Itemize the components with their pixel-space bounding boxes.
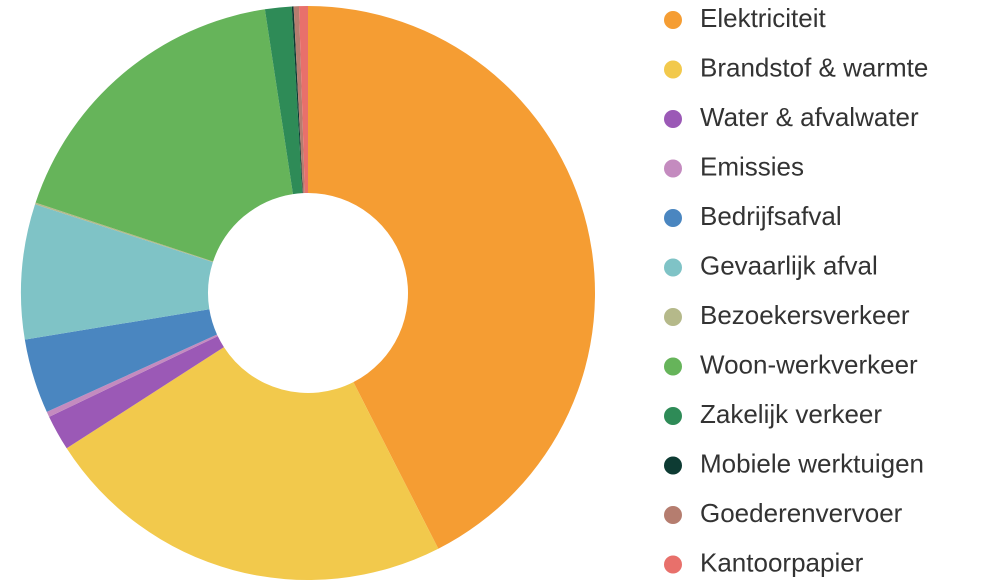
- legend-swatch: [664, 357, 682, 376]
- legend-label: Zakelijk verkeer: [700, 399, 882, 429]
- donut-slice: [308, 6, 595, 549]
- legend-swatch: [664, 308, 682, 326]
- legend-swatch: [664, 110, 682, 128]
- legend-label: Bezoekersverkeer: [700, 300, 910, 330]
- legend-label: Mobiele werktuigen: [700, 448, 924, 478]
- donut-slice: [298, 6, 308, 194]
- donut-slice: [291, 6, 303, 194]
- legend-swatch: [664, 258, 682, 277]
- legend-label: Woon-werkverkeer: [700, 349, 918, 379]
- legend-swatch: [664, 407, 682, 425]
- legend-swatch: [664, 209, 682, 227]
- donut-slice: [66, 347, 439, 580]
- donut-slice: [24, 309, 217, 412]
- donut-slice: [46, 334, 218, 417]
- legend-label: Water & afvalwater: [700, 102, 919, 132]
- legend-swatch: [664, 555, 682, 574]
- legend-swatch: [664, 506, 682, 524]
- legend-swatch: [664, 60, 682, 79]
- donut-slice: [293, 6, 305, 194]
- legend-swatch: [664, 159, 682, 178]
- donut-slice: [35, 202, 214, 263]
- legend-label: Gevaarlijk afval: [700, 250, 878, 280]
- legend-label: Kantoorpapier: [700, 547, 864, 577]
- donut-slice: [49, 336, 224, 449]
- legend-swatch: [664, 11, 682, 29]
- donut-slice: [35, 9, 293, 262]
- legend-label: Brandstof & warmte: [700, 52, 928, 82]
- legend-label: Emissies: [700, 151, 804, 181]
- donut-slice: [264, 6, 303, 195]
- legend-label: Goederenvervoer: [700, 498, 903, 528]
- donut-slice: [21, 204, 213, 340]
- legend-label: Bedrijfsafval: [700, 201, 842, 231]
- legend-label: Elektriciteit: [700, 3, 826, 33]
- legend-swatch: [664, 456, 682, 475]
